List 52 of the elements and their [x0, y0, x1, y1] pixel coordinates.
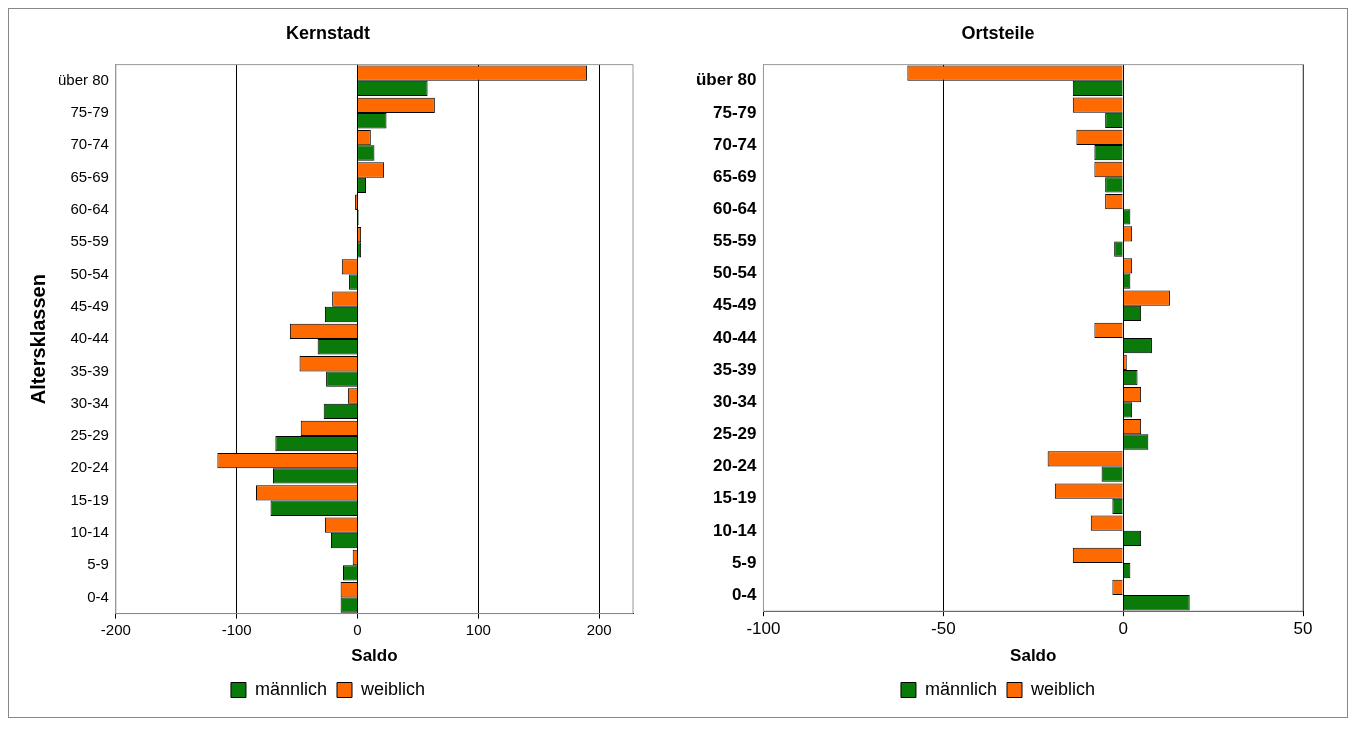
y-tick-label: 45-49 — [712, 295, 757, 315]
y-tick-label: 60-64 — [70, 200, 109, 218]
x-tick-label: -200 — [100, 620, 131, 638]
y-tick-label: 35-39 — [70, 361, 109, 379]
y-tick-label: 65-69 — [712, 166, 757, 186]
y-tick-label: 70-74 — [712, 134, 758, 154]
y-tick-label: 70-74 — [70, 135, 109, 153]
y-tick-label: 5-9 — [87, 555, 109, 573]
x-axis-title: Saldo — [1010, 646, 1057, 666]
x-tick-label: 0 — [353, 620, 362, 638]
x-tick-label: -50 — [931, 619, 956, 639]
x-tick-label: 200 — [586, 620, 612, 638]
x-axis-title: Saldo — [351, 646, 398, 666]
y-tick-label: 30-34 — [70, 393, 109, 411]
x-tick-label: -100 — [221, 620, 252, 638]
legend-label: männlich — [254, 678, 328, 699]
y-tick-label: 10-14 — [70, 523, 109, 541]
y-tick-label: 60-64 — [712, 198, 758, 218]
y-tick-label: 50-54 — [70, 264, 109, 282]
y-tick-label: 0-4 — [731, 584, 758, 604]
y-tick-label: 15-19 — [70, 490, 109, 508]
y-tick-label: 40-44 — [70, 329, 109, 347]
y-tick-label: 25-29 — [70, 426, 109, 444]
y-tick-label: 75-79 — [70, 103, 109, 121]
x-tick-label: -100 — [746, 619, 781, 639]
y-tick-label: 50-54 — [712, 263, 758, 283]
y-tick-label: 10-14 — [712, 520, 758, 540]
y-tick-label: 55-59 — [70, 232, 109, 250]
y-tick-label: 15-19 — [712, 488, 757, 508]
y-tick-label: 45-49 — [70, 296, 109, 314]
chart-title: Ortsteile — [961, 22, 1035, 43]
y-tick-label: 55-59 — [712, 231, 757, 251]
y-tick-label: 40-44 — [712, 327, 758, 347]
y-tick-label: 65-69 — [70, 167, 109, 185]
y-tick-label: 30-34 — [712, 391, 758, 411]
x-tick-label: 50 — [1293, 619, 1313, 639]
y-tick-label: 25-29 — [712, 424, 757, 444]
chart-title: Kernstadt — [285, 22, 371, 43]
x-tick-label: 100 — [465, 620, 491, 638]
y-tick-label: 35-39 — [712, 359, 757, 379]
y-tick-label: 5-9 — [731, 552, 757, 572]
legend-label: männlich — [924, 678, 998, 699]
y-tick-label: über 80 — [695, 70, 757, 90]
y-tick-label: 20-24 — [70, 458, 109, 476]
y-tick-label: über 80 — [58, 70, 109, 88]
x-tick-label: 0 — [1118, 619, 1128, 639]
legend-label: weiblich — [360, 678, 426, 699]
y-tick-label: 0-4 — [87, 587, 109, 605]
y-tick-label: 75-79 — [712, 102, 757, 122]
y-axis-title: Altersklassen — [26, 274, 49, 405]
legend-label: weiblich — [1030, 678, 1096, 699]
y-tick-label: 20-24 — [712, 456, 758, 476]
